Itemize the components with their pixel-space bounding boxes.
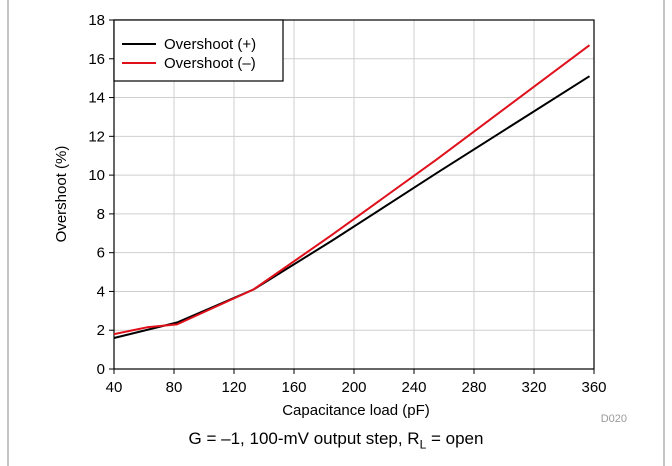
y-tick-label: 6 bbox=[97, 245, 105, 262]
figure-caption: G = –1, 100-mV output step, RL = open bbox=[0, 429, 672, 451]
caption-suffix: = open bbox=[426, 429, 484, 448]
y-tick-label: 0 bbox=[97, 361, 105, 378]
caption-prefix: G = –1, 100-mV output step, R bbox=[188, 429, 420, 448]
y-tick-label: 18 bbox=[88, 12, 105, 29]
axes bbox=[109, 19, 595, 374]
x-tick-label: 40 bbox=[106, 379, 123, 396]
y-tick-label: 12 bbox=[88, 128, 105, 145]
legend-box bbox=[113, 19, 284, 82]
series-line-negative bbox=[113, 44, 591, 336]
x-tick-label: 360 bbox=[581, 379, 606, 396]
x-axis-label: Capacitance load (pF) bbox=[282, 402, 430, 419]
x-tick-label: 280 bbox=[461, 379, 486, 396]
legend-entry: Overshoot (–) bbox=[164, 55, 256, 72]
x-tick-label: 200 bbox=[341, 379, 366, 396]
y-axis-label: Overshoot (%) bbox=[53, 146, 70, 243]
series-line-positive bbox=[113, 75, 591, 339]
plot-border bbox=[113, 19, 595, 370]
y-tick-label: 16 bbox=[88, 51, 105, 68]
x-tick-label: 240 bbox=[401, 379, 426, 396]
x-tick-label: 160 bbox=[281, 379, 306, 396]
y-tick-label: 14 bbox=[88, 90, 105, 107]
figure-id-annotation: D020 bbox=[601, 413, 627, 425]
x-tick-labels: 40 80 120 160 200 240 280 320 360 bbox=[106, 379, 607, 396]
caption-subscript: L bbox=[419, 437, 427, 452]
y-tick-label: 4 bbox=[97, 283, 105, 300]
legend: Overshoot (+) Overshoot (–) bbox=[113, 19, 284, 82]
y-tick-label: 10 bbox=[88, 167, 105, 184]
x-tick-label: 120 bbox=[221, 379, 246, 396]
x-tick-label: 320 bbox=[521, 379, 546, 396]
legend-entry: Overshoot (+) bbox=[164, 36, 256, 53]
x-tick-label: 80 bbox=[166, 379, 183, 396]
y-tick-label: 8 bbox=[97, 206, 105, 223]
series-lines bbox=[113, 44, 591, 339]
y-tick-labels: 0 2 4 6 8 10 12 14 16 18 bbox=[88, 12, 105, 378]
y-tick-label: 2 bbox=[97, 322, 105, 339]
